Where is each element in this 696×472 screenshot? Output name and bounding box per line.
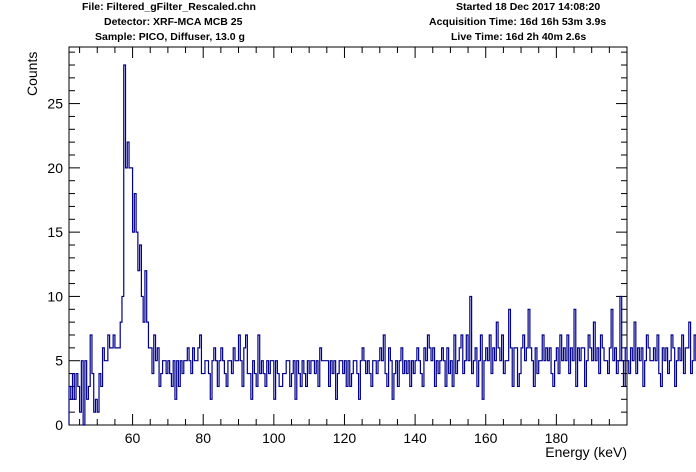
acquisition-time-label: Acquisition Time: 16d 16h 53m 3.9s — [429, 16, 607, 28]
x-axis-title: Energy (keV) — [545, 444, 627, 460]
x-tick-label: 180 — [545, 430, 569, 446]
x-tick-label: 80 — [195, 430, 211, 446]
y-axis-title: Counts — [24, 52, 40, 96]
x-tick-label: 140 — [403, 430, 427, 446]
x-tick-label: 60 — [125, 430, 141, 446]
file-label: File: Filtered_gFilter_Rescaled.chn — [82, 1, 256, 13]
y-tick-label: 0 — [55, 417, 63, 433]
started-label: Started 18 Dec 2017 14:08:20 — [456, 1, 601, 13]
y-tick-label: 10 — [47, 288, 63, 304]
sample-label: Sample: PICO, Diffuser, 13.0 g — [95, 31, 245, 43]
y-tick-label: 25 — [47, 96, 63, 112]
histogram-line — [68, 64, 696, 426]
y-tick-label: 5 — [55, 353, 63, 369]
x-tick-label: 160 — [474, 430, 498, 446]
plot-frame — [68, 46, 628, 426]
live-time-label: Live Time: 16d 2h 40m 2.6s — [451, 31, 587, 43]
x-tick-label: 120 — [333, 430, 357, 446]
detector-label: Detector: XRF-MCA MCB 25 — [104, 16, 243, 28]
x-tick-label: 100 — [262, 430, 286, 446]
axis-ticks: 60 80 100 120 140 160 180 0 5 10 15 20 25 — [47, 47, 628, 446]
y-tick-label: 20 — [47, 160, 63, 176]
y-tick-label: 15 — [47, 224, 63, 240]
